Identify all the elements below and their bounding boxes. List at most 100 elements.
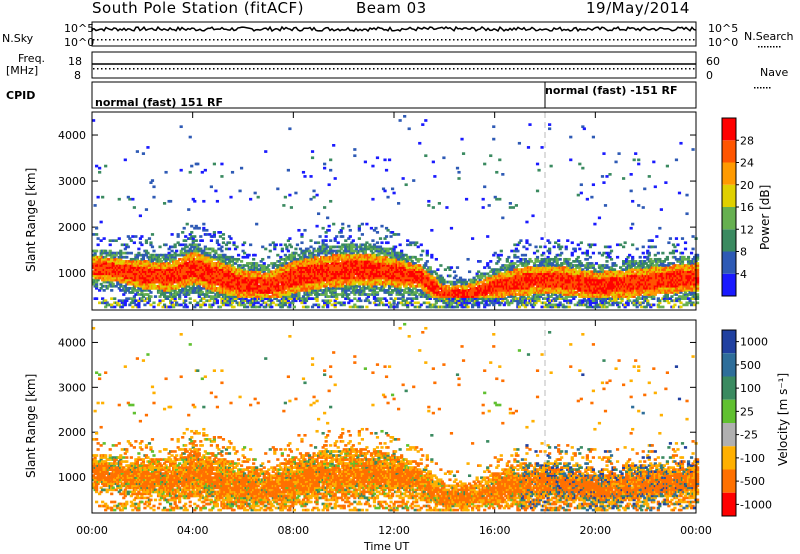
power-cell <box>193 199 197 203</box>
x-tick-label: 00:00 <box>76 524 108 537</box>
velocity-cell <box>224 478 229 482</box>
power-cell <box>125 299 129 303</box>
power-cell <box>255 282 259 286</box>
velocity-cell <box>152 486 156 490</box>
velocity-cell <box>230 460 235 463</box>
nave-legend-dot <box>763 87 765 89</box>
velocity-cell <box>200 494 204 498</box>
nave-dot <box>505 68 507 70</box>
velocity-cell <box>125 456 129 459</box>
power-cell <box>122 260 126 263</box>
velocity-cell <box>214 500 218 504</box>
velocity-cell <box>170 474 174 478</box>
velocity-cell <box>137 452 141 455</box>
power-cell <box>108 266 112 269</box>
nsearch-legend-dot <box>767 46 769 48</box>
velocity-cell <box>158 470 162 473</box>
velocity-cell <box>239 494 244 498</box>
power-cell <box>264 150 268 153</box>
power-cell <box>203 245 207 249</box>
velocity-cell <box>146 470 150 473</box>
velocity-cell <box>184 472 188 475</box>
nave-dot <box>681 68 683 70</box>
nave-dot <box>261 68 263 70</box>
nsearch-dot <box>473 39 475 41</box>
nave-dot <box>417 68 419 70</box>
nave-dot <box>677 68 679 70</box>
velocity-cell <box>176 440 180 443</box>
velocity-cell <box>149 498 153 502</box>
power-cell <box>149 241 153 245</box>
power-cell <box>253 272 257 276</box>
power-cell <box>134 299 138 303</box>
nave-dot <box>577 68 579 70</box>
velocity-cell <box>202 431 206 435</box>
velocity-cell <box>220 381 224 385</box>
power-cell <box>120 266 124 269</box>
velocity-cell <box>205 434 209 437</box>
power-cell <box>184 235 188 238</box>
velocity-cell <box>200 470 204 473</box>
power-cell <box>132 241 136 245</box>
nave-dot <box>273 68 275 70</box>
nave-dot <box>541 68 543 70</box>
velocity-cell <box>104 454 108 457</box>
velocity-cell <box>229 401 233 405</box>
power-cell <box>241 299 245 303</box>
power-cell <box>132 289 136 292</box>
power-cell <box>114 253 118 257</box>
velocity-cell <box>98 478 102 482</box>
velocity-cell <box>173 450 177 453</box>
power-cell <box>226 268 230 271</box>
velocity-cell <box>137 456 141 459</box>
power-cell <box>132 295 136 298</box>
velocity-cell <box>116 468 120 471</box>
power-cell <box>209 266 213 269</box>
velocity-cell <box>197 466 201 469</box>
velocity-cell <box>159 466 164 469</box>
nsearch-dot <box>665 39 667 41</box>
velocity-cell <box>95 484 99 488</box>
velocity-cell <box>196 369 200 372</box>
cpid-strip <box>91 81 697 109</box>
power-cell <box>152 305 156 309</box>
velocity-cell <box>226 460 230 463</box>
power-cell <box>191 197 195 201</box>
velocity-cell <box>217 462 221 465</box>
velocity-cell <box>194 490 198 494</box>
velocity-cell <box>172 496 176 500</box>
velocity-cell <box>211 506 215 510</box>
nsearch-dot <box>213 39 215 41</box>
velocity-cell <box>261 496 265 500</box>
power-cell <box>262 270 266 274</box>
velocity-cell <box>226 496 230 500</box>
velocity-cell <box>179 494 183 498</box>
power-cell <box>267 255 271 259</box>
power-cell <box>259 295 263 298</box>
velocity-cell <box>232 470 236 473</box>
velocity-cell <box>226 492 230 496</box>
power-cell <box>232 241 236 245</box>
power-cell <box>190 164 194 168</box>
velocity-cell <box>167 456 171 459</box>
nave-dot <box>525 68 527 70</box>
nsearch-dot <box>325 39 327 41</box>
power-cell <box>253 301 257 305</box>
power-cell <box>141 295 146 298</box>
nsearch-dot <box>397 39 399 41</box>
power-cell <box>199 247 203 251</box>
power-cell <box>229 293 233 296</box>
velocity-cell <box>175 494 179 498</box>
velocity-cell <box>129 494 133 498</box>
power-cell <box>220 162 224 166</box>
nsearch-dot <box>145 39 147 41</box>
velocity-cell <box>147 492 152 496</box>
velocity-cell <box>191 492 195 496</box>
nave-dot <box>165 68 167 70</box>
velocity-cell <box>193 508 197 512</box>
velocity-cell <box>92 438 96 441</box>
velocity-cell <box>235 476 239 480</box>
nsearch-legend-dot <box>770 46 772 48</box>
power-cell <box>126 251 130 255</box>
velocity-cell <box>215 494 220 498</box>
